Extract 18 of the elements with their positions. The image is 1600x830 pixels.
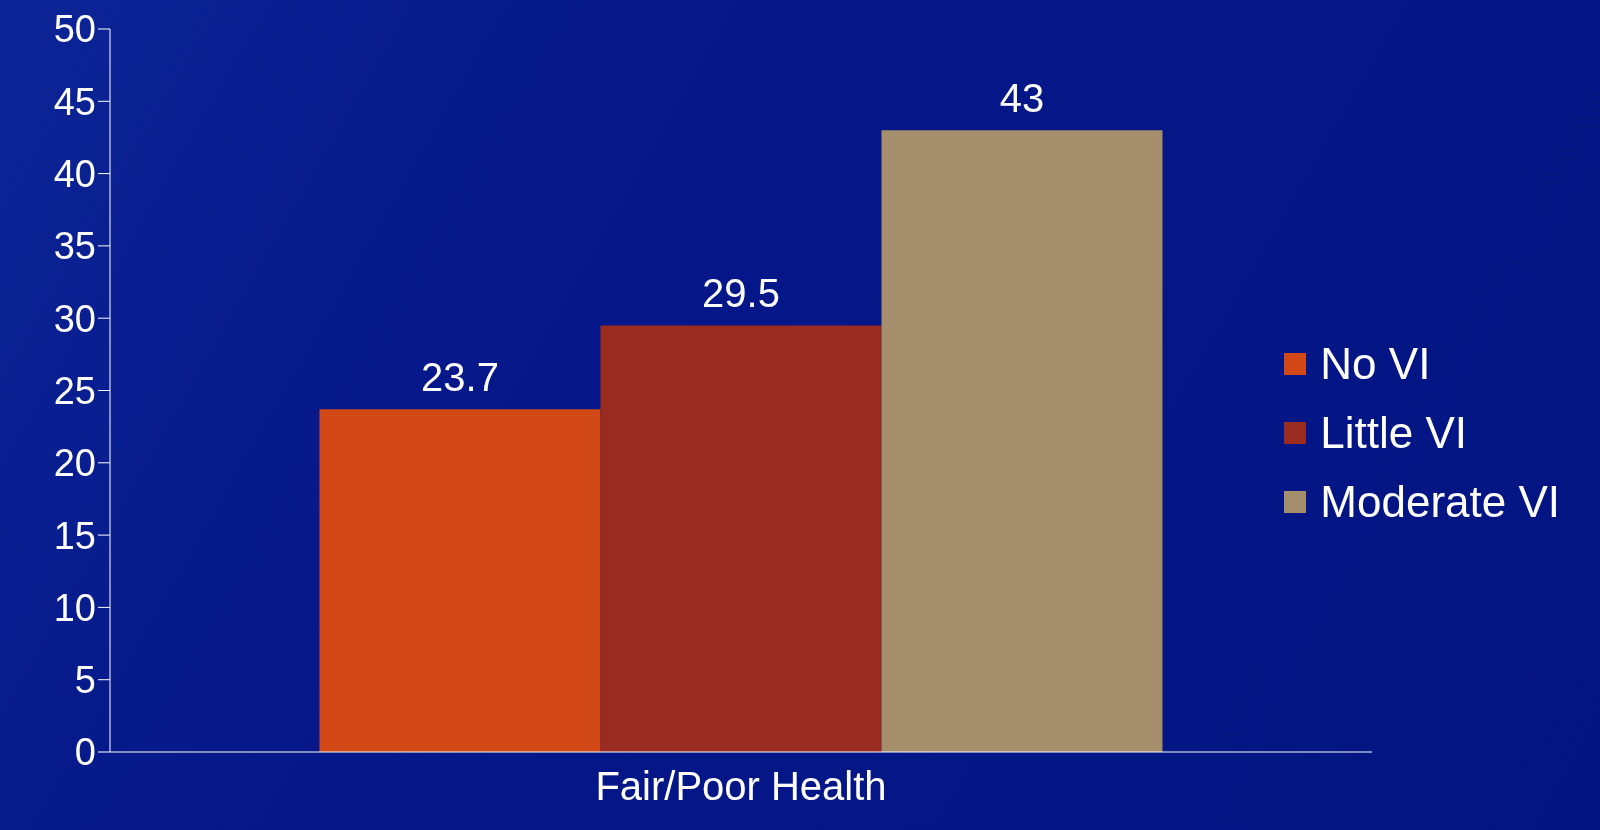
y-tick-label: 40 [53, 153, 96, 196]
legend-label: No VI [1320, 339, 1431, 388]
y-tick-label: 10 [53, 586, 96, 629]
y-tick-label: 35 [53, 225, 96, 268]
y-tick-label: 30 [53, 297, 96, 340]
y-tick-label: 15 [53, 514, 96, 557]
y-tick-label: 45 [53, 80, 96, 123]
x-tick-label: Fair/Poor Health [595, 764, 887, 809]
data-label: 29.5 [702, 271, 780, 316]
y-tick-label: 25 [53, 369, 96, 412]
y-tick-label: 5 [74, 659, 96, 702]
y-tick-label: 0 [74, 731, 96, 774]
y-tick-label: 50 [53, 8, 96, 51]
y-tick-label: 20 [53, 442, 96, 485]
legend-label: Moderate VI [1320, 477, 1560, 526]
legend-label: Little VI [1320, 408, 1468, 457]
data-label: 43 [999, 76, 1045, 121]
data-label: 23.7 [421, 355, 499, 400]
